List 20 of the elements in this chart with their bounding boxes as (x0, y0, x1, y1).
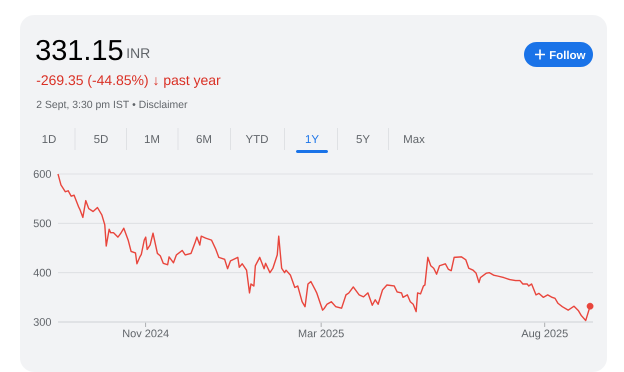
text: 1D (42, 135, 56, 143)
y-tick-label: 600 (34, 170, 52, 178)
text: Follow (550, 50, 586, 60)
x-tick-label: Nov 2024 (123, 330, 169, 338)
x-tick-label: Mar 2025 (298, 330, 344, 338)
text: -269.35 (-44.85%) ↓ past year (36, 74, 220, 88)
text: 5D (94, 135, 108, 144)
text: Max (404, 135, 425, 144)
y-tick-label: 300 (34, 318, 52, 326)
y-tick-label: 500 (34, 219, 52, 228)
text: 1Y (306, 135, 319, 143)
text: YTD (246, 135, 268, 143)
text: 5Y (356, 135, 370, 144)
text: 6M (196, 134, 212, 144)
y-tick-label: 400 (33, 268, 52, 277)
chart-title: 331.15 (36, 40, 122, 60)
x-tick-label: Aug 2025 (521, 330, 568, 340)
text: 1M (144, 135, 160, 143)
text: 2 Sept, 3:30 pm IST • Disclaimer (36, 100, 188, 110)
chart-subtitle: INR (127, 48, 150, 58)
